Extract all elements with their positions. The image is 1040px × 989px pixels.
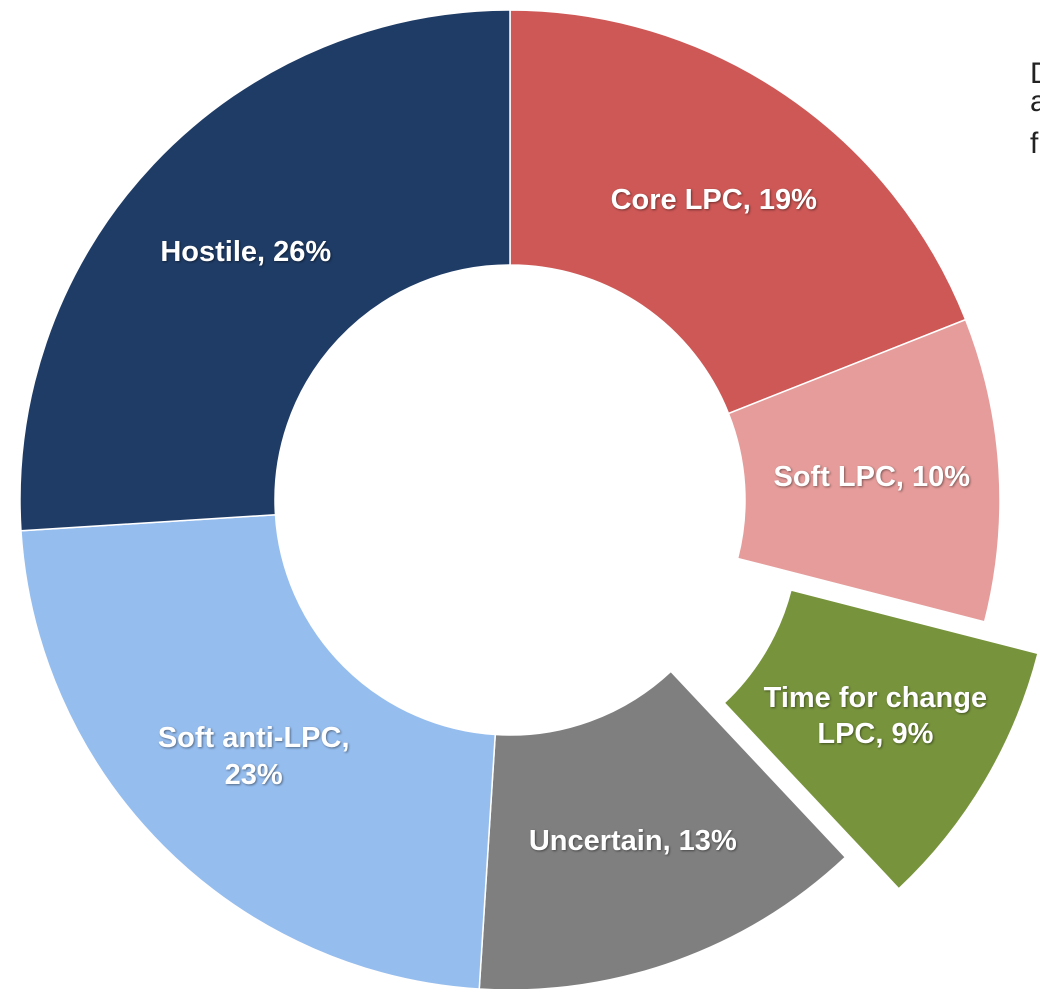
donut-segment (723, 589, 1039, 890)
annotation: D (1030, 57, 1040, 91)
data-label: Hostile, 26% (160, 235, 332, 268)
data-label: Soft LPC, 10% (773, 461, 971, 494)
data-label: Time for change LPC, 9% (763, 681, 988, 751)
donut-segment (727, 318, 1001, 623)
annotation: f (1030, 127, 1039, 160)
data-label: Uncertain, 13% (528, 824, 737, 857)
donut-segment (478, 670, 847, 989)
donut-segment (19, 9, 511, 532)
data-label: Soft anti-LPC, 23% (157, 722, 350, 791)
donut-segment (509, 9, 967, 415)
annotation: a (1030, 85, 1040, 118)
donut-segment (20, 513, 497, 989)
data-label: Core LPC, 19% (610, 184, 817, 217)
